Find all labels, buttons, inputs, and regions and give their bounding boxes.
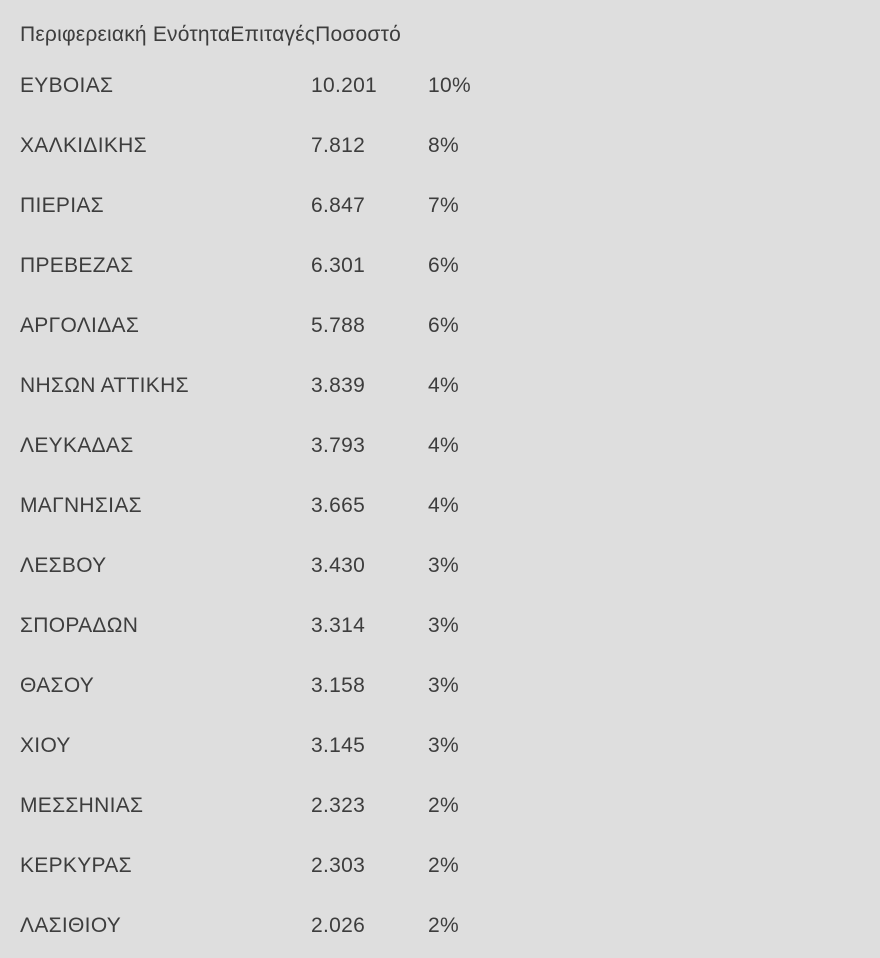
table-row: ΠΙΕΡΙΑΣ 6.847 7% bbox=[20, 176, 860, 236]
cell-checks: 7.812 bbox=[311, 134, 366, 157]
cell-checks: 6.847 bbox=[311, 194, 366, 217]
table-row: ΛΕΣΒΟΥ 3.430 3% bbox=[20, 536, 860, 596]
table-row: ΧΙΟΥ 3.145 3% bbox=[20, 716, 860, 776]
table-row: ΣΠΟΡΑΔΩΝ 3.314 3% bbox=[20, 596, 860, 656]
cell-region: ΜΕΣΣΗΝΙΑΣ bbox=[20, 794, 144, 817]
cell-region: ΚΕΡΚΥΡΑΣ bbox=[20, 854, 132, 877]
cell-checks: 2.026 bbox=[311, 914, 366, 937]
cell-region: ΜΑΓΝΗΣΙΑΣ bbox=[20, 494, 142, 517]
table-row: ΚΕΡΚΥΡΑΣ 2.303 2% bbox=[20, 836, 860, 896]
table-row: ΘΑΣΟΥ 3.158 3% bbox=[20, 656, 860, 716]
table-row: ΛΕΥΚΑΔΑΣ 3.793 4% bbox=[20, 416, 860, 476]
cell-region: ΛΕΥΚΑΔΑΣ bbox=[20, 434, 134, 457]
header-checks: Επιταγές bbox=[230, 23, 316, 46]
cell-percent: 3% bbox=[428, 734, 459, 757]
cell-region: ΣΠΟΡΑΔΩΝ bbox=[20, 614, 139, 637]
table-row: ΝΗΣΩΝ ΑΤΤΙΚΗΣ 3.839 4% bbox=[20, 356, 860, 416]
cell-region: ΠΙΕΡΙΑΣ bbox=[20, 194, 104, 217]
cell-percent: 4% bbox=[428, 494, 459, 517]
cell-checks: 2.323 bbox=[311, 794, 366, 817]
cell-region: ΑΡΓΟΛΙΔΑΣ bbox=[20, 314, 140, 337]
cell-checks: 2.303 bbox=[311, 854, 366, 877]
cell-region: ΛΕΣΒΟΥ bbox=[20, 554, 107, 577]
cell-percent: 3% bbox=[428, 674, 459, 697]
cell-percent: 8% bbox=[428, 134, 459, 157]
cell-percent: 3% bbox=[428, 614, 459, 637]
table-row: ΑΡΓΟΛΙΔΑΣ 5.788 6% bbox=[20, 296, 860, 356]
cell-checks: 10.201 bbox=[311, 74, 378, 97]
cell-checks: 3.314 bbox=[311, 614, 366, 637]
header-region: Περιφερειακή Ενότητα bbox=[20, 23, 231, 46]
header-percent: Ποσοστό bbox=[315, 23, 401, 46]
cell-checks: 3.145 bbox=[311, 734, 366, 757]
cell-region: ΝΗΣΩΝ ΑΤΤΙΚΗΣ bbox=[20, 374, 189, 397]
cell-percent: 6% bbox=[428, 254, 459, 277]
cell-checks: 6.301 bbox=[311, 254, 366, 277]
cell-region: ΘΑΣΟΥ bbox=[20, 674, 95, 697]
cell-percent: 4% bbox=[428, 374, 459, 397]
cell-percent: 4% bbox=[428, 434, 459, 457]
cell-percent: 6% bbox=[428, 314, 459, 337]
cell-region: ΛΑΣΙΘΙΟΥ bbox=[20, 914, 122, 937]
cell-checks: 3.839 bbox=[311, 374, 366, 397]
table-row: ΛΑΣΙΘΙΟΥ 2.026 2% bbox=[20, 896, 860, 956]
table-row: ΜΑΓΝΗΣΙΑΣ 3.665 4% bbox=[20, 476, 860, 536]
cell-percent: 2% bbox=[428, 914, 459, 937]
cell-region: ΕΥΒΟΙΑΣ bbox=[20, 74, 114, 97]
cell-region: ΠΡΕΒΕΖΑΣ bbox=[20, 254, 134, 277]
cell-checks: 3.793 bbox=[311, 434, 366, 457]
cell-region: ΧΑΛΚΙΔΙΚΗΣ bbox=[20, 134, 147, 157]
cell-percent: 3% bbox=[428, 554, 459, 577]
table-row: ΠΡΕΒΕΖΑΣ 6.301 6% bbox=[20, 236, 860, 296]
cell-checks: 3.665 bbox=[311, 494, 366, 517]
cell-percent: 7% bbox=[428, 194, 459, 217]
cell-checks: 5.788 bbox=[311, 314, 366, 337]
cell-checks: 3.430 bbox=[311, 554, 366, 577]
table-row: ΕΥΒΟΙΑΣ 10.201 10% bbox=[20, 56, 860, 116]
cell-region: ΧΙΟΥ bbox=[20, 734, 71, 757]
table-row: ΧΑΛΚΙΔΙΚΗΣ 7.812 8% bbox=[20, 116, 860, 176]
table-header-row: Περιφερειακή Ενότητα Επιταγές Ποσοστό bbox=[20, 14, 860, 56]
cell-checks: 3.158 bbox=[311, 674, 366, 697]
cell-percent: 2% bbox=[428, 854, 459, 877]
cell-percent: 2% bbox=[428, 794, 459, 817]
cell-percent: 10% bbox=[428, 74, 471, 97]
table-row: ΜΕΣΣΗΝΙΑΣ 2.323 2% bbox=[20, 776, 860, 836]
